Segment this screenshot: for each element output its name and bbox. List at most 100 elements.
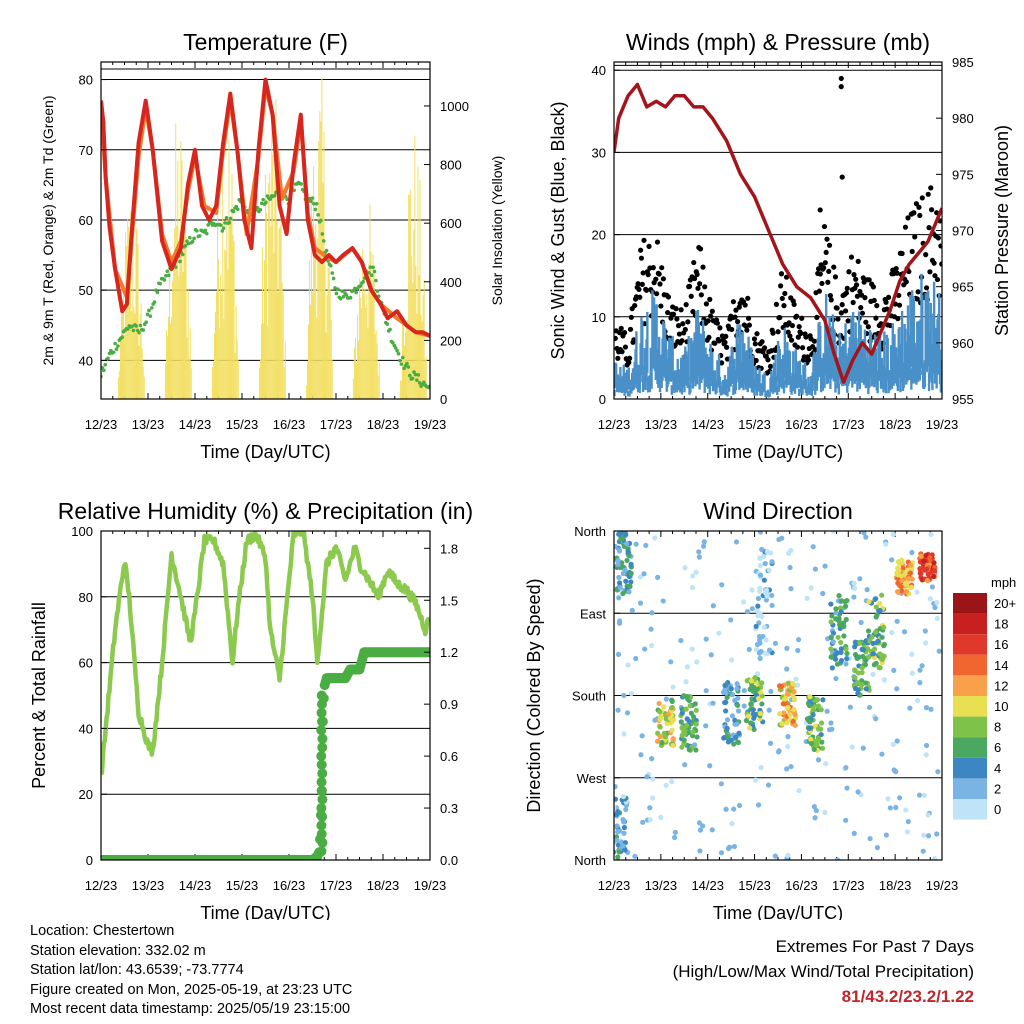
gust-point <box>853 276 859 282</box>
direction-point <box>755 595 762 602</box>
td2m-point <box>137 330 141 335</box>
direction-point <box>843 817 849 823</box>
td2m-point <box>261 197 265 202</box>
gust-point <box>814 314 820 320</box>
td2m-point <box>144 320 148 324</box>
td2m-point <box>223 221 227 225</box>
gust-point <box>812 347 818 353</box>
direction-point <box>928 706 934 712</box>
td2m-point <box>413 372 418 377</box>
y-tick-label: 80 <box>79 590 93 605</box>
td2m-point <box>158 281 163 286</box>
direction-point <box>681 737 687 743</box>
gust-point <box>690 309 696 315</box>
direction-point <box>843 603 849 609</box>
td2m-point <box>320 232 325 236</box>
direction-point <box>854 655 860 662</box>
direction-point <box>893 769 899 775</box>
direction-point <box>889 557 895 563</box>
direction-point <box>881 624 887 630</box>
x-tick-label: 16/23 <box>273 878 306 893</box>
direction-point <box>624 557 630 564</box>
y-axis-label: Percent & Total Rainfall <box>29 602 49 789</box>
gust-point <box>895 316 901 322</box>
td2m-point <box>333 286 337 290</box>
td2m-point <box>388 327 392 332</box>
gust-point <box>722 339 728 345</box>
direction-point <box>693 747 699 753</box>
td2m-point <box>165 269 170 274</box>
gust-point <box>834 305 840 311</box>
direction-point <box>897 795 903 801</box>
td2m-point <box>331 276 336 281</box>
direction-point <box>904 829 910 835</box>
direction-point <box>629 607 635 613</box>
direction-point <box>918 553 924 559</box>
gust-point <box>821 223 828 230</box>
td2m-point <box>148 314 153 318</box>
direction-point <box>708 652 714 658</box>
direction-point <box>754 641 761 648</box>
y2-tick-label: 1.5 <box>440 593 458 608</box>
direction-point <box>684 664 691 670</box>
gust-point <box>831 264 837 270</box>
gust-point <box>665 309 671 316</box>
precip-point <box>316 707 327 718</box>
direction-point <box>785 691 791 697</box>
legend-label: 8 <box>994 720 1001 735</box>
direction-point <box>617 585 623 591</box>
gust-point <box>826 268 832 275</box>
extremes-title: Extremes For Past 7 Days <box>775 937 974 956</box>
direction-point <box>661 730 667 736</box>
gust-point <box>914 296 920 302</box>
td2m-point <box>145 312 150 317</box>
gust-outlier <box>817 207 823 213</box>
direction-point <box>690 729 696 735</box>
direction-point <box>841 633 847 639</box>
direction-point <box>759 680 765 686</box>
gust-point <box>707 296 713 302</box>
gust-point <box>842 308 849 314</box>
direction-point <box>769 602 775 609</box>
direction-point <box>621 830 627 836</box>
direction-point <box>844 650 850 657</box>
direction-point <box>903 588 910 595</box>
direction-point <box>917 570 923 576</box>
direction-point <box>623 578 629 584</box>
direction-point <box>899 588 905 594</box>
direction-point <box>909 670 916 676</box>
direction-point <box>769 592 775 599</box>
precip-point <box>317 742 328 753</box>
direction-point <box>652 717 658 723</box>
direction-point <box>934 615 940 622</box>
direction-point <box>669 779 675 785</box>
gust-point <box>871 297 877 304</box>
direction-point <box>812 566 819 572</box>
y-tick-label: North <box>574 524 606 539</box>
direction-point <box>843 764 849 771</box>
gust-point <box>796 324 802 330</box>
direction-point <box>847 704 853 710</box>
gust-point <box>751 336 758 342</box>
gust-outlier <box>838 75 844 82</box>
direction-point <box>753 646 760 653</box>
direction-point <box>614 805 617 811</box>
gust-point <box>934 276 941 283</box>
direction-point <box>810 544 816 550</box>
gust-point <box>822 260 828 266</box>
direction-point <box>833 610 839 616</box>
direction-point <box>923 705 930 711</box>
direction-point <box>921 832 927 838</box>
direction-point <box>859 678 865 684</box>
precip-point <box>316 820 327 831</box>
direction-point <box>885 796 891 802</box>
direction-point <box>863 534 869 540</box>
direction-point <box>815 757 822 763</box>
legend-label: 16 <box>994 637 1008 652</box>
gust-point <box>759 339 765 345</box>
gust-point <box>791 301 797 308</box>
x-tick-label: 13/23 <box>132 878 165 893</box>
gust-point <box>650 265 656 271</box>
td2m-point <box>149 306 154 310</box>
direction-point <box>772 853 778 859</box>
